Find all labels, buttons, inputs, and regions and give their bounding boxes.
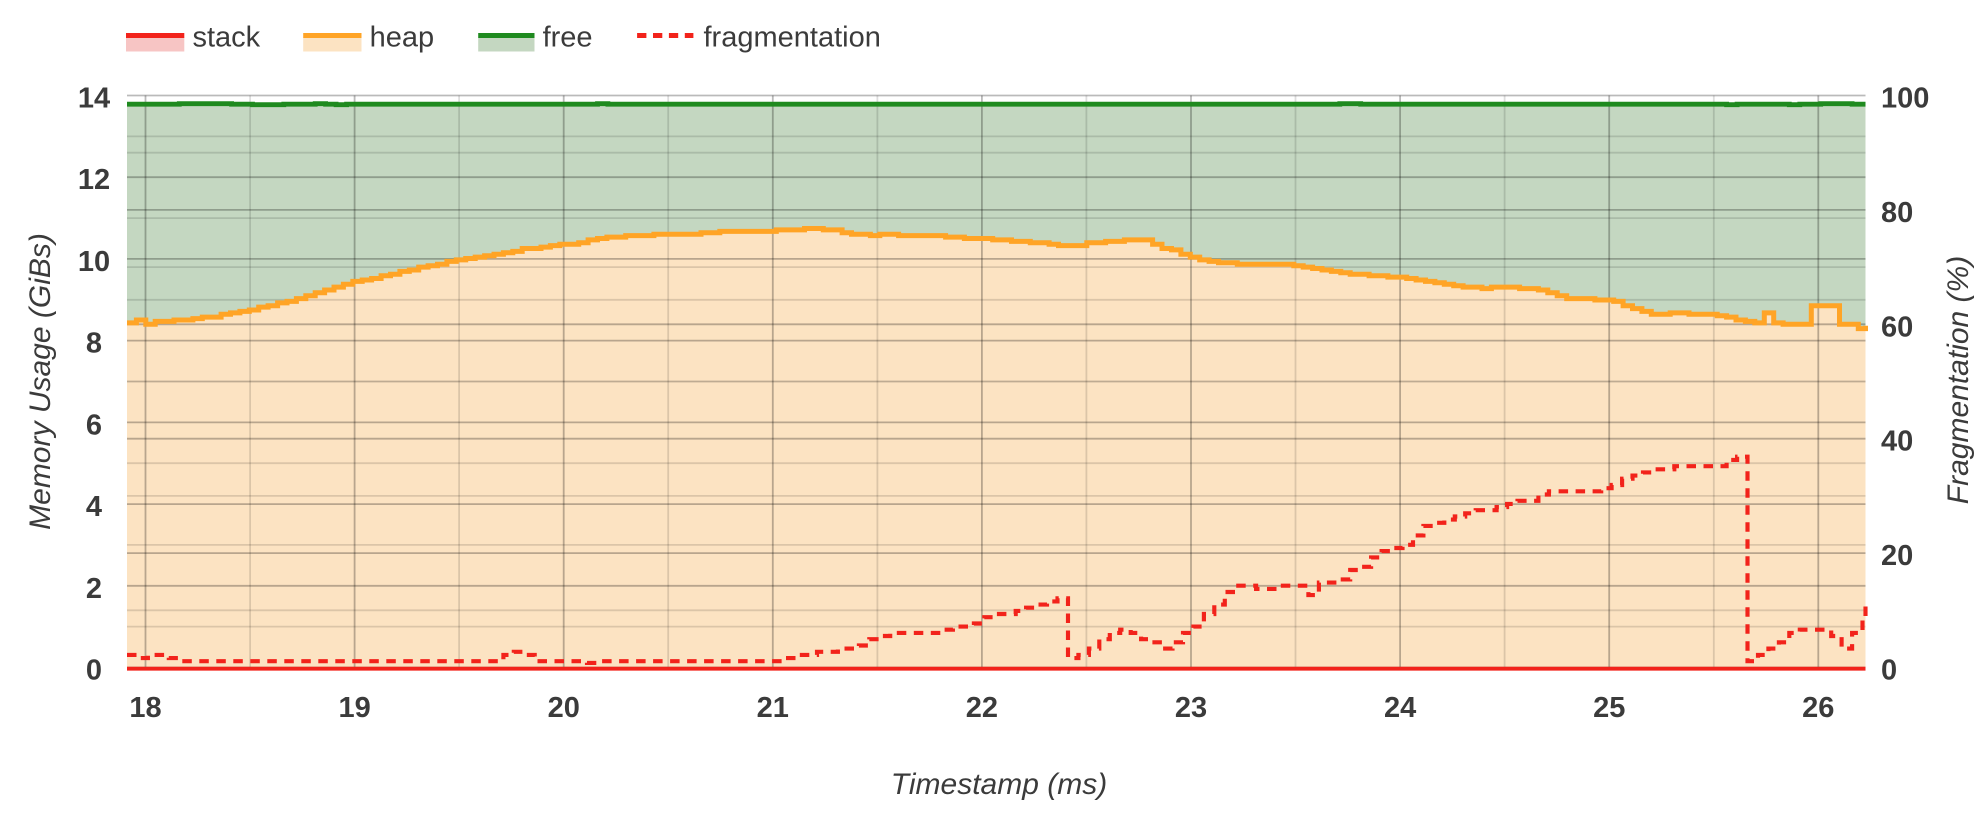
svg-text:22: 22: [966, 692, 998, 724]
svg-text:14: 14: [78, 83, 110, 115]
svg-text:21: 21: [757, 692, 789, 724]
svg-text:Timestamp (ms): Timestamp (ms): [891, 768, 1107, 801]
svg-text:20: 20: [548, 692, 580, 724]
svg-text:60: 60: [1881, 311, 1913, 343]
svg-text:12: 12: [78, 164, 110, 196]
svg-text:80: 80: [1881, 197, 1913, 229]
svg-text:2: 2: [86, 573, 102, 605]
svg-text:Memory Usage (GiBs): Memory Usage (GiBs): [24, 233, 57, 530]
svg-text:24: 24: [1384, 692, 1416, 724]
svg-text:Fragmentation (%): Fragmentation (%): [1942, 256, 1975, 504]
svg-text:free: free: [543, 22, 593, 54]
svg-text:10: 10: [78, 246, 110, 278]
svg-text:40: 40: [1881, 426, 1913, 458]
svg-text:25: 25: [1593, 692, 1625, 724]
svg-text:fragmentation: fragmentation: [704, 22, 881, 54]
svg-text:26: 26: [1802, 692, 1834, 724]
svg-text:20: 20: [1881, 540, 1913, 572]
svg-text:8: 8: [86, 328, 102, 360]
svg-text:19: 19: [338, 692, 370, 724]
svg-text:4: 4: [86, 491, 102, 523]
svg-text:stack: stack: [193, 22, 261, 54]
svg-text:0: 0: [86, 655, 102, 687]
svg-text:heap: heap: [370, 22, 435, 54]
svg-text:6: 6: [86, 409, 102, 441]
svg-text:18: 18: [129, 692, 161, 724]
svg-text:100: 100: [1881, 83, 1929, 115]
svg-text:0: 0: [1881, 655, 1897, 687]
svg-text:23: 23: [1175, 692, 1207, 724]
